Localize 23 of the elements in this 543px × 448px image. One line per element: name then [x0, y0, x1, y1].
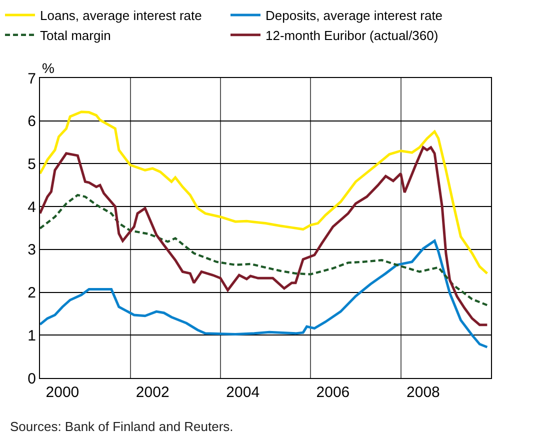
legend-label: 12-month Euribor (actual/360) — [266, 28, 438, 43]
y-tick-label: 3 — [28, 242, 36, 259]
y-tick-label: 4 — [28, 198, 36, 216]
y-tick-label: 5 — [28, 156, 36, 173]
x-tick-label: 2000 — [46, 384, 80, 401]
y-tick-label: 6 — [28, 113, 36, 130]
y-tick-label: 1 — [28, 327, 36, 344]
source-note: Sources: Bank of Finland and Reuters. — [10, 419, 234, 434]
legend-label: Total margin — [40, 28, 111, 43]
line-series — [40, 194, 488, 306]
line-series — [40, 240, 488, 348]
y-axis-title: % — [42, 60, 54, 76]
legend-label: Loans, average interest rate — [40, 8, 202, 24]
x-tick-label: 2008 — [406, 384, 440, 401]
legend-label: Deposits, average interest rate — [266, 8, 443, 24]
x-tick-label: 2002 — [136, 384, 170, 401]
y-tick-label: 2 — [28, 284, 36, 302]
y-tick-label: 7 — [28, 70, 36, 88]
x-tick-label: 2004 — [226, 384, 260, 401]
line-series — [40, 110, 488, 275]
x-tick-label: 2006 — [316, 384, 350, 401]
line-series — [40, 146, 488, 326]
y-tick-label: 0 — [28, 370, 36, 388]
